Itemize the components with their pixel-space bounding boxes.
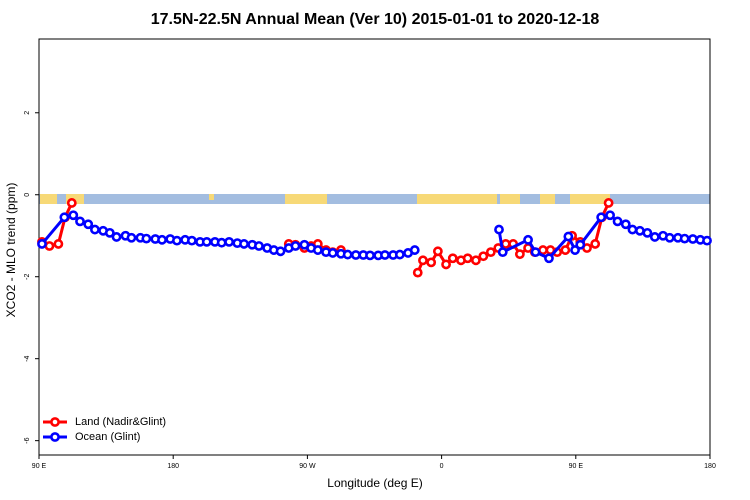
data-point	[327, 248, 338, 258]
land-strip	[570, 194, 610, 204]
data-point	[68, 210, 79, 221]
data-point	[201, 236, 212, 247]
data-point	[441, 259, 451, 270]
data-point	[426, 257, 437, 268]
data-point	[590, 239, 601, 249]
data-point	[224, 236, 235, 247]
land-strip	[540, 194, 555, 204]
data-point	[605, 210, 615, 221]
data-point	[523, 234, 533, 245]
data-point	[126, 232, 137, 243]
data-point	[494, 224, 504, 235]
data-point	[679, 233, 690, 244]
y-tick-label: -6	[24, 437, 31, 443]
ocean-strip	[39, 194, 710, 204]
x-tick-label: 0	[440, 463, 444, 470]
data-point	[104, 227, 115, 238]
data-point	[497, 247, 508, 258]
data-point	[394, 249, 405, 260]
data-point	[254, 241, 264, 251]
land-strip	[285, 194, 327, 204]
x-tick-label: 180	[704, 463, 716, 470]
land-strip	[500, 194, 520, 204]
land-strip	[40, 194, 57, 204]
data-point	[75, 216, 85, 227]
y-tick-label: 2	[24, 111, 31, 115]
y-axis-label: XCO2 - MLO trend (ppm)	[4, 183, 18, 318]
legend-marker	[50, 417, 60, 427]
data-point	[216, 237, 227, 248]
data-point	[575, 239, 586, 250]
data-point	[59, 212, 70, 223]
data-point	[596, 212, 607, 223]
data-point	[560, 245, 571, 255]
data-point	[563, 231, 574, 242]
data-point	[687, 234, 698, 244]
data-point	[478, 251, 489, 262]
x-axis-label: Longitude (deg E)	[327, 476, 422, 490]
data-point	[53, 239, 64, 249]
data-point	[603, 198, 614, 208]
land-mask	[39, 194, 710, 204]
data-point	[141, 233, 152, 244]
data-point	[412, 267, 423, 278]
data-point	[664, 232, 675, 243]
data-point	[380, 250, 390, 260]
data-point	[544, 253, 554, 264]
legend-label: Land (Nadir&Glint)	[75, 416, 166, 428]
data-point	[37, 239, 47, 249]
data-point	[111, 232, 122, 242]
legend-label: Ocean (Glint)	[75, 431, 140, 443]
data-point	[418, 255, 428, 266]
data-point	[538, 245, 548, 255]
chart-title: 17.5N-22.5N Annual Mean (Ver 10) 2015-01…	[151, 11, 600, 28]
x-tick-label: 180	[167, 463, 179, 470]
data-point	[365, 250, 375, 261]
data-point	[635, 225, 645, 236]
data-point	[462, 253, 473, 264]
data-point	[409, 245, 420, 255]
data-point	[350, 250, 361, 260]
data-point	[570, 245, 580, 255]
data-point	[514, 249, 525, 260]
data-point	[83, 219, 94, 230]
legend-marker	[50, 432, 60, 442]
data-point	[620, 219, 631, 230]
data-point	[186, 235, 197, 246]
y-tick-label: -4	[24, 355, 31, 361]
data-point	[239, 239, 249, 249]
data-point	[612, 216, 623, 227]
x-tick-label: 90 W	[299, 463, 316, 470]
data-point	[627, 224, 638, 235]
data-point	[649, 232, 660, 242]
data-point	[342, 249, 353, 260]
x-tick-label: 90 E	[32, 463, 47, 470]
data-point	[702, 235, 712, 246]
data-point	[447, 253, 458, 264]
land-strip	[209, 194, 214, 200]
data-point	[432, 246, 443, 257]
data-point	[66, 198, 77, 208]
data-point	[290, 241, 301, 251]
land-strip	[417, 194, 497, 204]
x-tick-label: 90 E	[569, 463, 584, 470]
data-point	[485, 247, 496, 258]
land-strip	[66, 194, 84, 204]
data-point	[530, 247, 541, 258]
y-tick-label: -2	[24, 274, 31, 280]
data-point	[172, 235, 182, 246]
data-point	[90, 224, 100, 235]
data-point	[275, 246, 286, 257]
data-point	[157, 234, 167, 245]
data-point	[642, 227, 653, 238]
data-point	[470, 255, 481, 266]
data-point	[312, 245, 323, 255]
data-point	[44, 241, 55, 251]
y-tick-label: 0	[24, 193, 31, 197]
